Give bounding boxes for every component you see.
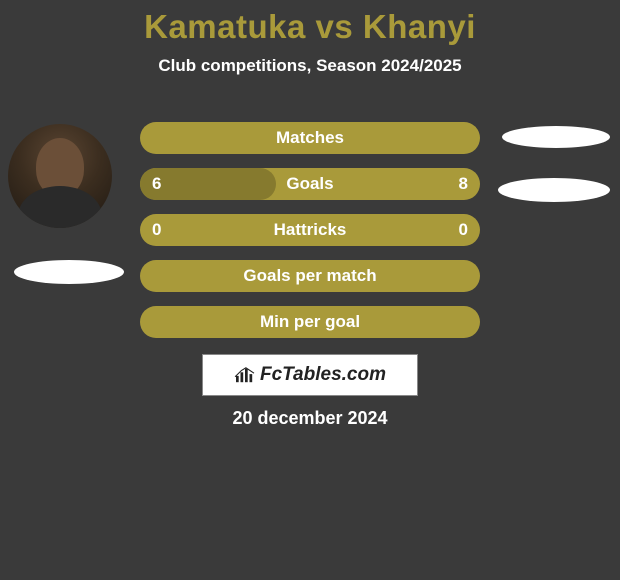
stat-bar: Min per goal: [140, 306, 480, 338]
stat-bar-label: Matches: [276, 128, 344, 148]
comparison-bars: Matches Goals 6 8 Hattricks 0 0 Goals per match…: [140, 122, 480, 352]
stat-bar: Goals 6 8: [140, 168, 480, 200]
stat-bar-label: Min per goal: [260, 312, 360, 332]
stat-bar-label: Hattricks: [274, 220, 347, 240]
stat-bar: Matches: [140, 122, 480, 154]
page-title: Kamatuka vs Khanyi: [0, 0, 620, 46]
stat-bar-label: Goals per match: [243, 266, 376, 286]
stat-bar-label: Goals: [286, 174, 333, 194]
stat-bar: Goals per match: [140, 260, 480, 292]
stat-bar-right-value: 8: [459, 174, 468, 194]
stat-bar-left-value: 6: [152, 174, 161, 194]
brand-text: FcTables.com: [260, 364, 386, 386]
date-line: 20 december 2024: [0, 408, 620, 429]
brand-box: FcTables.com: [202, 354, 418, 396]
player-right-name-pill-2: [498, 178, 610, 202]
player-right-name-pill-1: [502, 126, 610, 148]
stat-bar: Hattricks 0 0: [140, 214, 480, 246]
player-left-avatar: [8, 124, 112, 228]
player-left-name-pill: [14, 260, 124, 284]
page-subtitle: Club competitions, Season 2024/2025: [0, 56, 620, 76]
stat-bar-right-value: 0: [459, 220, 468, 240]
bar-chart-icon: [234, 366, 256, 384]
stat-bar-left-value: 0: [152, 220, 161, 240]
